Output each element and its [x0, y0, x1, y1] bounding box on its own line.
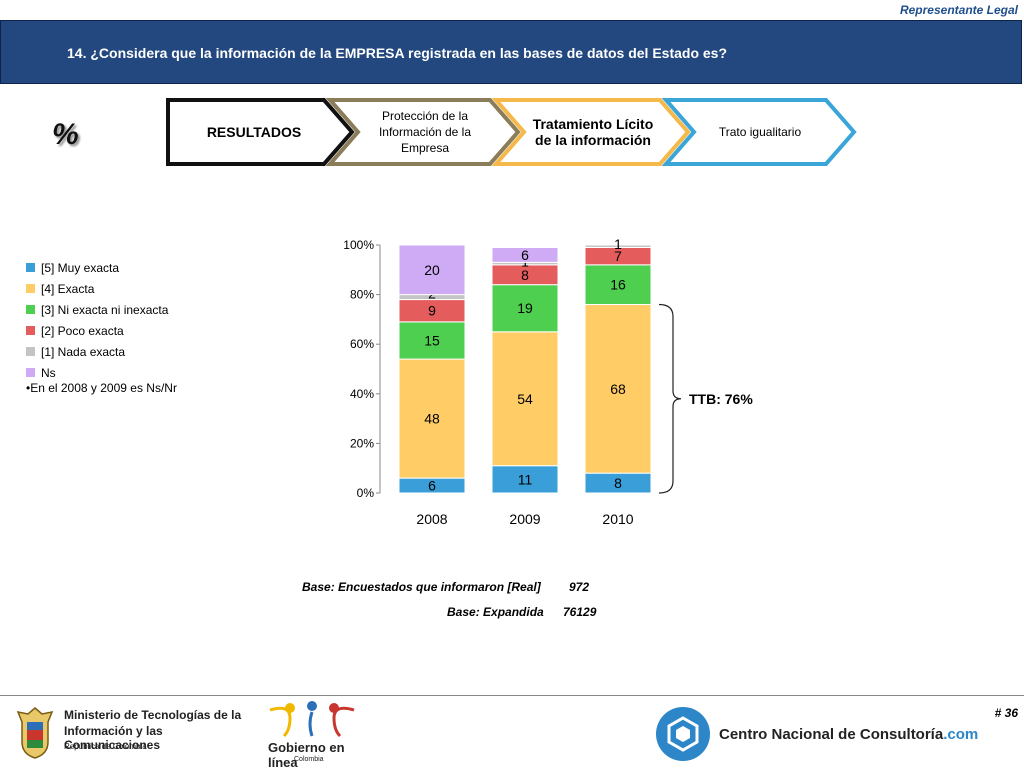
- y-tick-label: 100%: [343, 238, 374, 252]
- legend-label: [3] Ni exacta ni inexacta: [41, 302, 169, 317]
- x-category-label: 2008: [416, 511, 447, 527]
- bar-value-label: 9: [428, 303, 436, 319]
- process-steps: RESULTADOS Protección de la Información …: [164, 96, 864, 168]
- base-expanded-value: 76129: [563, 605, 597, 619]
- step-treatment-shape: [491, 98, 691, 166]
- legend-note: •En el 2008 y 2009 es Ns/Nr: [26, 381, 177, 395]
- bar-value-label: 6: [521, 247, 529, 263]
- x-category-label: 2010: [602, 511, 633, 527]
- legend-item: [3] Ni exacta ni inexacta: [26, 299, 177, 320]
- legend-label: [1] Nada exacta: [41, 344, 126, 359]
- title-bar: 14. ¿Considera que la información de la …: [0, 20, 1022, 84]
- bar-value-label: 15: [424, 332, 440, 348]
- cnc-logo: Centro Nacional de Consultoría.com: [655, 706, 985, 764]
- bar-value-label: 54: [517, 391, 533, 407]
- y-tick-label: 60%: [350, 337, 374, 351]
- step-protection-label: Protección de la Información de la Empre…: [378, 109, 472, 155]
- legend-label: Ns: [41, 365, 56, 380]
- bar-value-label: 19: [517, 300, 533, 316]
- step-treatment-label: Tratamiento Lícito de la información: [532, 116, 654, 148]
- legend: [5] Muy exacta [4] Exacta [3] Ni exacta …: [26, 257, 177, 395]
- bar-value-label: 20: [424, 262, 440, 278]
- bar-value-label: 7: [614, 248, 622, 264]
- legend-swatch: [26, 263, 35, 272]
- gobierno-people-icon: [269, 701, 355, 738]
- question-title: 14. ¿Considera que la información de la …: [67, 45, 728, 61]
- ministry-logo: Ministerio de Tecnologías de la Informac…: [12, 704, 242, 762]
- legend-swatch: [26, 368, 35, 377]
- step-results-shape: [166, 98, 355, 166]
- legend-swatch: [26, 284, 35, 293]
- gobierno-subtitle: Colombia: [294, 756, 324, 763]
- gobierno-logo: Gobierno en línea Colombia: [264, 700, 360, 770]
- bar-segment: [398, 244, 466, 296]
- bar-value-label: 8: [614, 475, 622, 491]
- legend-label: [5] Muy exacta: [41, 260, 120, 275]
- y-tick-label: 80%: [350, 288, 374, 302]
- percent-symbol: %: [52, 118, 79, 151]
- legend-swatch: [26, 326, 35, 335]
- ministry-line-2: Información y las Comunicaciones: [64, 724, 163, 752]
- step-protection-shape: [325, 98, 521, 166]
- step-results-label: RESULTADOS: [206, 124, 302, 140]
- gobierno-title: Gobierno en línea: [268, 740, 345, 770]
- ttb-annotation: TTB: 76%: [689, 391, 753, 407]
- legend-item: [5] Muy exacta: [26, 257, 177, 278]
- bar-segment: [491, 246, 559, 263]
- legend-swatch: [26, 305, 35, 314]
- cnc-name-text: Centro Nacional de Consultoría: [719, 726, 944, 743]
- x-category-label: 2009: [509, 511, 540, 527]
- legend-label: [4] Exacta: [41, 281, 95, 296]
- bar-value-label: 8: [521, 267, 529, 283]
- cnc-cube-icon: [656, 707, 710, 761]
- colombia-shield-icon: [16, 707, 54, 759]
- legend-item: Ns: [26, 362, 177, 383]
- ministry-line-1: Ministerio de Tecnologías de la: [64, 708, 242, 722]
- legend-label: [2] Poco exacta: [41, 323, 124, 338]
- bar-value-label: 1: [614, 236, 622, 252]
- y-tick-label: 20%: [350, 436, 374, 450]
- page-number: # 36: [994, 706, 1018, 720]
- base-real-value: 972: [569, 580, 590, 594]
- ministry-line-3: República de Colombia: [64, 742, 147, 751]
- bar-segment: [491, 284, 559, 333]
- cnc-name: Centro Nacional de Consultoría.com: [719, 726, 978, 743]
- y-tick-label: 40%: [350, 387, 374, 401]
- y-tick-label: 0%: [357, 486, 375, 500]
- legend-item: [2] Poco exacta: [26, 320, 177, 341]
- bar-segment: [491, 465, 559, 494]
- bar-value-label: 48: [424, 411, 440, 427]
- legend-item: [1] Nada exacta: [26, 341, 177, 362]
- stacked-bar-chart: 0%20%40%60%80%100%6481592202008115419816…: [343, 236, 753, 527]
- bar-segment: [584, 304, 652, 474]
- cnc-name-suffix: .com: [943, 726, 979, 743]
- bar-value-label: 11: [518, 471, 533, 487]
- legend-swatch: [26, 347, 35, 356]
- base-expanded-label: Base: Expandida: [447, 605, 544, 619]
- footer-divider: [0, 695, 1024, 696]
- base-real-label: Base: Encuestados que informaron [Real]: [302, 580, 541, 594]
- bar-value-label: 6: [428, 478, 436, 494]
- bar-value-label: 68: [610, 381, 626, 397]
- ttb-bracket: [658, 303, 682, 494]
- legend-item: [4] Exacta: [26, 278, 177, 299]
- bar-segment: [584, 244, 652, 248]
- bar-value-label: 16: [610, 277, 626, 293]
- section-tag: Representante Legal: [899, 3, 1018, 17]
- chevron-shapes: [166, 98, 857, 166]
- step-equal-label: Trato igualitario: [718, 125, 802, 139]
- step-equal-shape: [661, 98, 857, 166]
